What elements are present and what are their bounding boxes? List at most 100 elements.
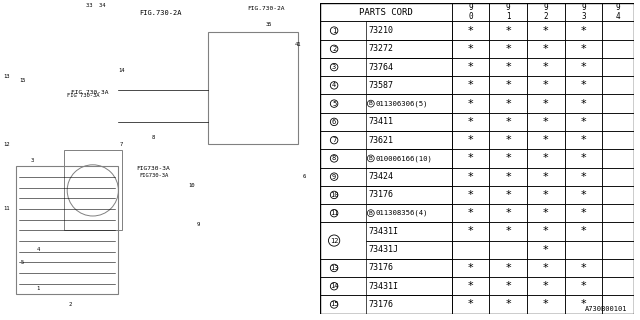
Bar [602,58,634,76]
Bar [320,58,452,76]
Text: *: * [506,135,511,145]
Text: 14: 14 [330,283,339,289]
Text: 6: 6 [332,119,336,125]
Bar [452,168,490,186]
Text: 5: 5 [332,100,336,107]
Bar [527,3,564,21]
Text: 12: 12 [330,237,339,244]
Bar [490,259,527,277]
Bar [602,186,634,204]
Text: 13: 13 [3,74,10,79]
Bar [527,295,564,314]
Text: 15: 15 [330,301,339,308]
Bar [452,204,490,222]
Text: 2: 2 [332,46,336,52]
Bar [366,76,452,94]
Text: *: * [468,281,474,291]
Bar [366,241,452,259]
Bar [320,259,452,277]
Text: 011308356(4): 011308356(4) [376,210,428,216]
Text: *: * [506,172,511,182]
Bar [366,204,452,222]
Text: 9: 9 [332,174,336,180]
Text: 4: 4 [36,247,40,252]
Text: 35: 35 [266,22,272,28]
Text: *: * [468,135,474,145]
Bar [564,241,602,259]
Text: 3: 3 [332,64,336,70]
Text: *: * [580,300,586,309]
Text: *: * [468,263,474,273]
Text: *: * [580,227,586,236]
Bar [452,113,490,131]
Bar [366,58,452,76]
Text: *: * [506,281,511,291]
Bar [564,222,602,241]
Text: *: * [580,281,586,291]
Text: *: * [468,208,474,218]
Bar [490,94,527,113]
Bar [320,168,452,186]
Bar [602,76,634,94]
Text: 14: 14 [118,68,125,73]
Text: 11: 11 [3,205,10,211]
Bar [490,241,527,259]
Bar [320,295,452,314]
Text: 73431I: 73431I [369,227,399,236]
Text: *: * [506,300,511,309]
Bar [527,222,564,241]
Bar [366,168,452,186]
Bar [490,58,527,76]
Text: 2: 2 [68,301,72,307]
Text: B: B [369,101,372,106]
Text: *: * [543,62,548,72]
Text: *: * [468,80,474,90]
Bar [527,40,564,58]
Text: 9: 9 [196,221,200,227]
Bar [452,76,490,94]
Text: *: * [580,26,586,36]
Text: *: * [506,117,511,127]
Text: FIG.730-2A: FIG.730-2A [247,6,284,12]
Bar [602,113,634,131]
Text: 73587: 73587 [369,81,394,90]
Bar [527,204,564,222]
Bar [564,186,602,204]
Text: 9
0: 9 0 [468,3,473,21]
Text: *: * [506,80,511,90]
Bar [564,113,602,131]
Bar [452,295,490,314]
Text: 73210: 73210 [369,26,394,35]
Bar [602,94,634,113]
Bar [527,131,564,149]
Text: 1: 1 [332,28,336,34]
Text: *: * [580,208,586,218]
Text: 4: 4 [332,82,336,88]
Bar [366,222,452,241]
Bar [527,277,564,295]
Text: *: * [543,300,548,309]
Text: 73431I: 73431I [369,282,399,291]
Text: *: * [543,153,548,164]
Bar [490,204,527,222]
Text: *: * [543,245,548,255]
Text: *: * [506,44,511,54]
Text: *: * [506,263,511,273]
Text: 73764: 73764 [369,63,394,72]
Bar [320,186,452,204]
Bar [564,21,602,40]
Text: 12: 12 [3,141,10,147]
Text: *: * [580,62,586,72]
Text: 10: 10 [189,183,195,188]
Text: 10: 10 [330,192,339,198]
Text: 73424: 73424 [369,172,394,181]
Bar [64,150,122,230]
Bar [602,259,634,277]
Text: A730B00101: A730B00101 [585,306,627,312]
Bar [208,32,298,144]
Text: 13: 13 [330,265,339,271]
Bar [452,131,490,149]
Bar [564,295,602,314]
Text: 8: 8 [152,135,156,140]
Bar [564,204,602,222]
